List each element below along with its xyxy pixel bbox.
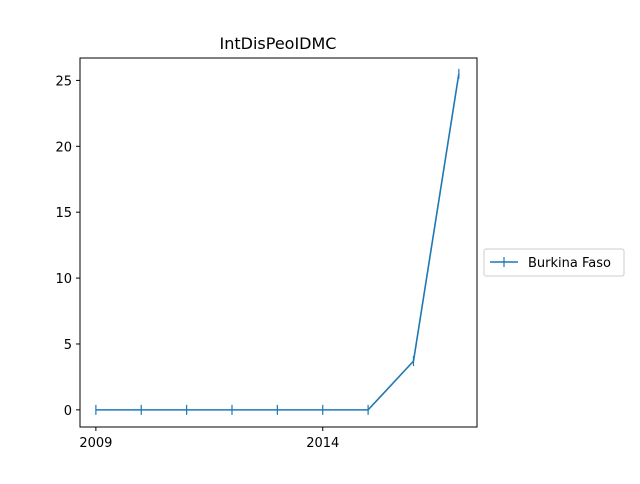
y-tick-label: 25 — [55, 74, 72, 89]
chart-title: IntDisPeoIDMC — [220, 34, 337, 53]
y-tick-label: 15 — [55, 206, 72, 221]
y-tick-label: 10 — [55, 272, 72, 287]
y-tick-label: 0 — [64, 404, 72, 419]
x-tick-label: 2009 — [79, 436, 112, 451]
legend: Burkina Faso — [483, 248, 625, 277]
legend-box — [483, 248, 625, 277]
plot-area-frame — [79, 57, 478, 428]
series-layer — [95, 68, 460, 415]
y-tick-label: 5 — [64, 338, 72, 353]
y-tick-label: 20 — [55, 140, 72, 155]
legend-label: Burkina Faso — [528, 256, 611, 271]
x-axis: 2009 2014 — [79, 427, 339, 451]
x-tick-label: 2014 — [306, 436, 339, 451]
y-axis: 0 5 10 15 20 25 — [55, 74, 80, 419]
